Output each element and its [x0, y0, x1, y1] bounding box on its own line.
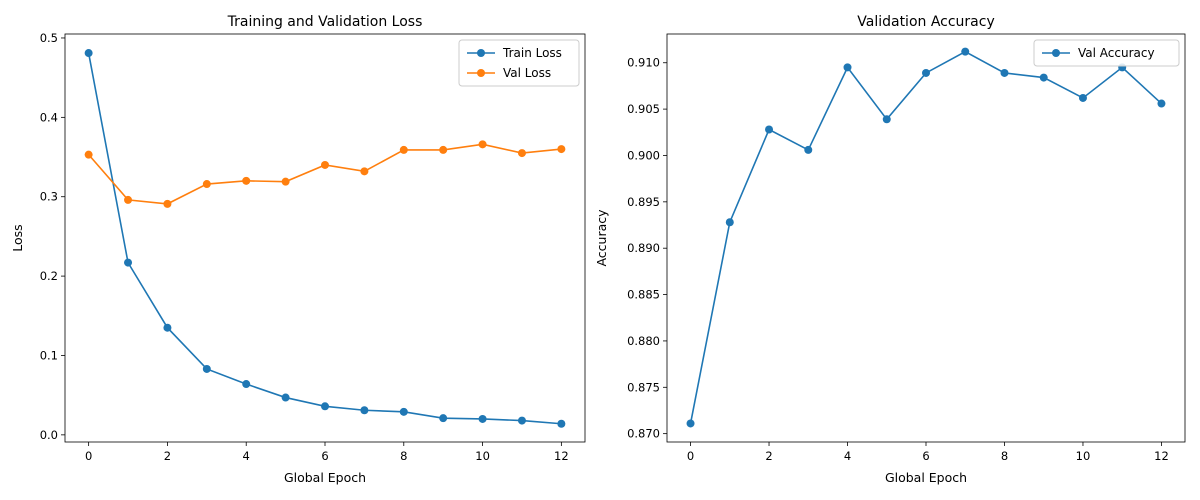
chart-title-0: Training and Validation Loss — [227, 14, 423, 30]
y-tick-label-0-3: 0.3 — [40, 190, 58, 204]
x-tick-label-0-6: 12 — [554, 449, 569, 463]
data-point-1-0-9 — [1039, 73, 1048, 82]
data-point-0-1-1 — [124, 195, 133, 204]
data-point-0-0-8 — [399, 407, 408, 416]
x-tick-label-1-3: 6 — [922, 449, 929, 463]
data-point-0-1-6 — [321, 160, 329, 169]
legend-label-0-0: Train Loss — [502, 46, 562, 60]
data-point-0-0-6 — [321, 402, 329, 411]
y-tick-label-1-1: 0.875 — [627, 380, 660, 394]
data-point-1-0-8 — [1000, 68, 1009, 77]
y-tick-label-0-0: 0.0 — [40, 428, 58, 442]
data-point-0-1-2 — [163, 199, 172, 208]
data-point-1-0-7 — [961, 47, 970, 56]
x-tick-label-1-1: 2 — [765, 449, 772, 463]
chart-title-1: Validation Accuracy — [857, 14, 995, 30]
y-tick-label-1-4: 0.890 — [627, 241, 660, 255]
data-point-1-0-2 — [765, 125, 774, 134]
y-tick-label-0-4: 0.4 — [40, 110, 58, 124]
y-tick-label-0-2: 0.2 — [40, 269, 58, 283]
data-point-0-1-5 — [281, 177, 290, 186]
data-point-0-1-9 — [439, 145, 448, 154]
legend-marker-0-0 — [477, 49, 485, 57]
x-tick-label-0-4: 8 — [400, 449, 407, 463]
y-tick-label-1-2: 0.880 — [627, 334, 660, 348]
legend-0: Train Loss Val Loss — [458, 39, 580, 87]
data-point-1-0-6 — [922, 68, 930, 77]
series-line-1-0 — [689, 50, 1162, 424]
axes-frame-1 — [666, 33, 1186, 443]
y-tick-label-1-7: 0.905 — [627, 102, 660, 116]
data-point-1-0-12 — [1157, 99, 1166, 108]
x-tick-label-0-3: 6 — [321, 449, 328, 463]
legend-label-1-0: Val Accuracy — [1078, 46, 1155, 60]
data-point-0-0-5 — [281, 393, 290, 402]
y-tick-label-1-5: 0.895 — [627, 195, 660, 209]
y-tick-label-1-8: 0.910 — [627, 56, 660, 70]
data-point-0-1-3 — [202, 180, 211, 189]
data-point-1-0-1 — [725, 218, 734, 227]
y-tick-label-1-0: 0.870 — [627, 427, 660, 441]
legend-label-0-1: Val Loss — [503, 66, 551, 80]
data-point-1-0-5 — [882, 115, 891, 124]
data-point-0-0-1 — [124, 258, 133, 267]
y-tick-label-1-3: 0.885 — [627, 288, 660, 302]
x-tick-label-0-2: 4 — [243, 449, 250, 463]
data-point-0-1-10 — [478, 140, 487, 149]
legend-box-1 — [1033, 39, 1180, 67]
x-tick-label-1-5: 10 — [1076, 449, 1091, 463]
x-tick-label-1-6: 12 — [1154, 449, 1169, 463]
x-axis-label-1: Global Epoch — [885, 470, 967, 485]
data-point-0-0-7 — [360, 406, 369, 415]
data-point-1-0-10 — [1078, 93, 1087, 102]
x-tick-label-0-0: 0 — [85, 449, 92, 463]
data-point-1-0-0 — [686, 419, 695, 428]
data-point-0-1-11 — [517, 149, 526, 158]
x-tick-label-1-2: 4 — [844, 449, 851, 463]
y-axis-label-1: Accuracy — [594, 209, 609, 267]
chart-0: 0 2 4 6 8 10 12 0.0 0.1 0.2 0.3 0.4 0.5 Training and … — [10, 14, 586, 485]
legend-marker-0-1 — [477, 69, 485, 77]
legend-1: Val Accuracy — [1033, 39, 1180, 67]
y-axis-label-0: Loss — [10, 224, 25, 251]
data-point-0-0-2 — [163, 323, 172, 332]
data-point-0-1-4 — [242, 176, 251, 185]
data-point-0-1-8 — [399, 145, 408, 154]
x-tick-label-0-5: 10 — [475, 449, 490, 463]
data-point-0-0-10 — [478, 414, 487, 423]
y-tick-label-0-5: 0.5 — [40, 31, 58, 45]
series-line-0-0 — [87, 52, 562, 425]
y-tick-label-0-1: 0.1 — [40, 348, 58, 362]
data-point-0-1-0 — [84, 150, 93, 159]
data-point-1-0-3 — [804, 145, 813, 154]
data-point-0-1-12 — [557, 145, 566, 154]
x-tick-label-0-1: 2 — [164, 449, 171, 463]
x-axis-label-0: Global Epoch — [284, 470, 366, 485]
legend-marker-1-0 — [1052, 49, 1060, 57]
data-point-0-1-7 — [360, 167, 369, 176]
series-line-0-1 — [88, 143, 562, 205]
y-tick-label-1-6: 0.900 — [627, 148, 660, 162]
legend-box-0 — [458, 39, 580, 87]
data-point-1-0-4 — [843, 63, 852, 72]
data-point-0-0-9 — [439, 414, 448, 423]
data-point-0-0-4 — [242, 380, 251, 389]
x-tick-label-1-4: 8 — [1001, 449, 1008, 463]
x-tick-label-1-0: 0 — [687, 449, 694, 463]
data-point-0-0-12 — [557, 419, 566, 428]
data-point-0-0-3 — [202, 364, 211, 373]
chart-1: 0 2 4 6 8 10 12 0.870 0.875 0.880 0.885 0.890 0.895 0… — [594, 14, 1186, 485]
axes-frame-0 — [64, 33, 586, 443]
data-point-0-0-0 — [84, 49, 93, 58]
data-point-0-0-11 — [517, 416, 526, 425]
